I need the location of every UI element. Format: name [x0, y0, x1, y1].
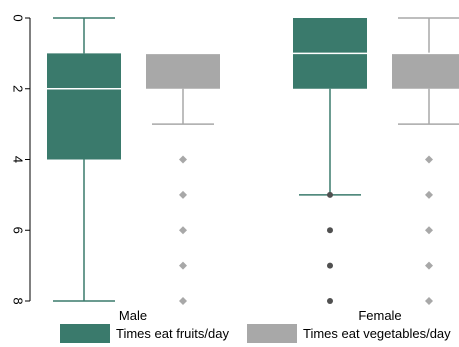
box-vegetables-male: [146, 52, 220, 305]
outlier-point: [179, 226, 187, 235]
box-fruits-female: [293, 18, 367, 304]
outlier-point: [425, 155, 433, 164]
box-vegetables-female: [392, 17, 459, 305]
boxes-layer: [47, 17, 459, 305]
outlier-point: [179, 297, 187, 305]
box-iqr: [392, 53, 459, 89]
y-tick-label: 2: [11, 85, 26, 92]
outlier-point: [179, 155, 187, 164]
legend-item-vegetables: Times eat vegetables/day: [247, 324, 451, 343]
category-label-female: Female: [358, 308, 401, 323]
outlier-point: [425, 297, 433, 305]
category-labels: Male Female: [119, 308, 402, 323]
box-iqr: [47, 53, 121, 160]
outlier-point: [179, 261, 187, 270]
y-tick-label: 6: [11, 227, 26, 234]
outlier-point: [327, 227, 333, 234]
legend: Times eat fruits/day Times eat vegetable…: [0, 322, 459, 347]
outlier-point: [327, 262, 333, 269]
outlier-point: [327, 298, 333, 304]
y-tick-label: 8: [11, 297, 26, 304]
box-fruits-male: [47, 17, 121, 302]
outlier-point: [425, 190, 433, 199]
outlier-point: [425, 261, 433, 270]
outlier-point: [179, 190, 187, 199]
y-axis-ticks: 0 2 4 6 8: [11, 14, 30, 305]
legend-swatch-fruits: [60, 324, 110, 343]
legend-item-fruits: Times eat fruits/day: [60, 324, 229, 343]
y-tick-label: 4: [11, 156, 26, 163]
outlier-point: [425, 226, 433, 235]
box-iqr: [146, 53, 220, 89]
y-tick-label: 0: [11, 14, 26, 21]
legend-label-vegetables: Times eat vegetables/day: [303, 326, 451, 341]
category-label-male: Male: [119, 308, 147, 323]
legend-label-fruits: Times eat fruits/day: [116, 326, 229, 341]
legend-swatch-vegetables: [247, 324, 297, 343]
outlier-point: [327, 191, 333, 198]
